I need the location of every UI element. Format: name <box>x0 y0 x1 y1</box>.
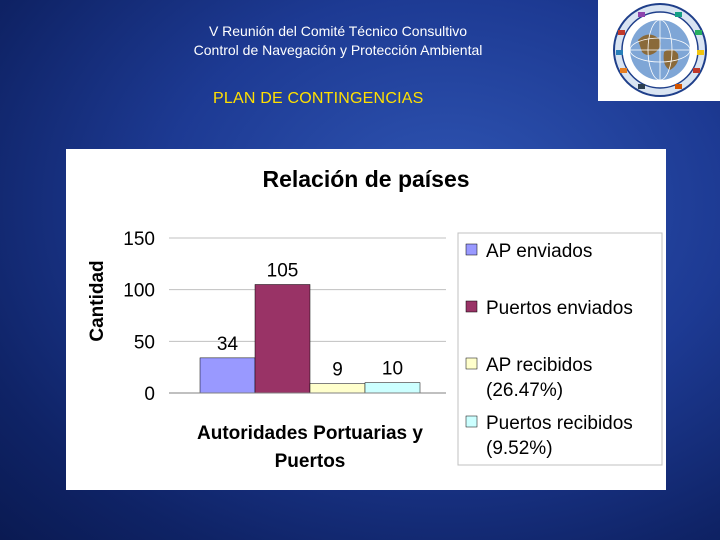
bar-2 <box>254 284 311 394</box>
y-tick-label: 0 <box>144 384 155 405</box>
chart-title: Relación de países <box>262 166 469 192</box>
bar-value-label: 34 <box>217 334 239 355</box>
legend-label: AP recibidos <box>486 355 592 376</box>
bar-4 <box>364 382 421 394</box>
organization-logo <box>598 0 720 101</box>
bar-value-label: 105 <box>267 261 299 282</box>
bar-3 <box>309 383 366 394</box>
y-axis-label: Cantidad <box>87 260 108 341</box>
bar-value-labels: 34 105 9 10 <box>217 261 403 381</box>
y-axis-ticks: 0 50 100 150 <box>123 229 155 405</box>
y-tick-label: 50 <box>134 332 155 353</box>
legend-swatch <box>465 415 478 428</box>
bar-value-label: 10 <box>382 359 403 380</box>
legend: AP enviados Puertos enviados AP recibidos (… <box>457 232 663 466</box>
flag-ring <box>616 12 704 89</box>
y-tick-label: 150 <box>123 229 155 250</box>
x-axis-label: Autoridades Portuarias y Puertos <box>197 423 423 472</box>
legend-swatch <box>465 243 478 256</box>
legend-label: (26.47%) <box>486 380 563 401</box>
slide-subtitle: PLAN DE CONTINGENCIAS <box>213 90 424 107</box>
bar-value-label: 9 <box>332 360 343 381</box>
bar-chart: Relación de países 0 50 100 150 34 105 9 10 Ca… <box>87 166 663 472</box>
header-line-2: Control de Navegación y Protección Ambie… <box>193 42 483 58</box>
y-tick-label: 100 <box>123 281 155 302</box>
seal-icon <box>613 3 707 97</box>
chart-panel: Relación de países 0 50 100 150 34 105 9 10 Ca… <box>66 149 666 490</box>
legend-box <box>457 232 663 466</box>
x-axis-label-line: Puertos <box>275 451 346 472</box>
legend-label: (9.52%) <box>486 438 553 459</box>
presentation-header: V Reunión del Comité Técnico Consultivo … <box>0 22 676 60</box>
legend-swatch <box>465 357 478 370</box>
legend-label: Puertos recibidos <box>486 413 633 434</box>
bar-1 <box>199 357 256 394</box>
legend-swatch <box>465 300 478 313</box>
legend-label: Puertos enviados <box>486 298 633 319</box>
legend-label: AP enviados <box>486 241 592 262</box>
header-line-1: V Reunión del Comité Técnico Consultivo <box>208 23 468 39</box>
x-axis-label-line: Autoridades Portuarias y <box>197 423 423 444</box>
